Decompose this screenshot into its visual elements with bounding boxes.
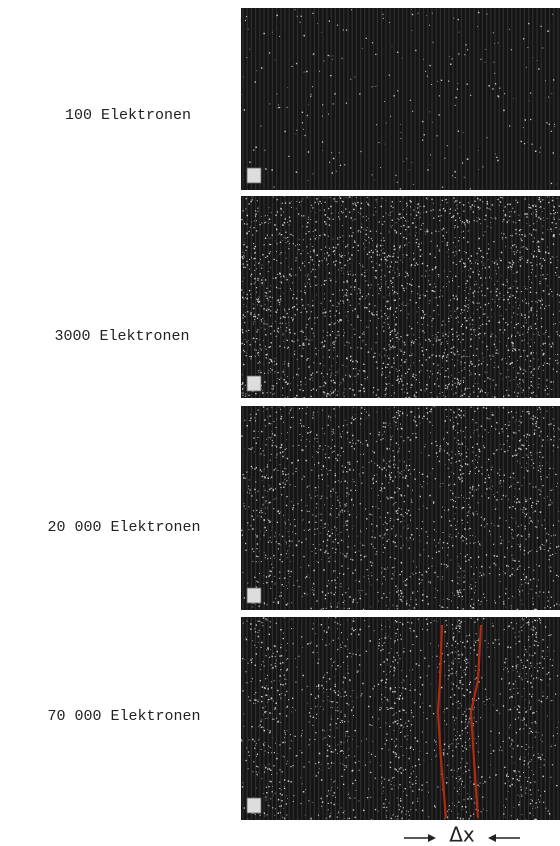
panels xyxy=(241,8,560,821)
panel-label: 20 000 Elektronen xyxy=(47,519,200,536)
figure: 100 Elektronen 3000 Elektronen 20 000 El… xyxy=(0,0,560,846)
panel-tag xyxy=(247,798,261,813)
delta-x-label: Δx xyxy=(449,823,475,846)
panel-tag xyxy=(247,168,261,183)
panel-label: 70 000 Elektronen xyxy=(47,708,200,725)
panel-label: 3000 Elektronen xyxy=(54,328,189,345)
panel-label: 100 Elektronen xyxy=(65,107,191,124)
panel-tag xyxy=(247,376,261,391)
panel-tag xyxy=(247,588,261,603)
